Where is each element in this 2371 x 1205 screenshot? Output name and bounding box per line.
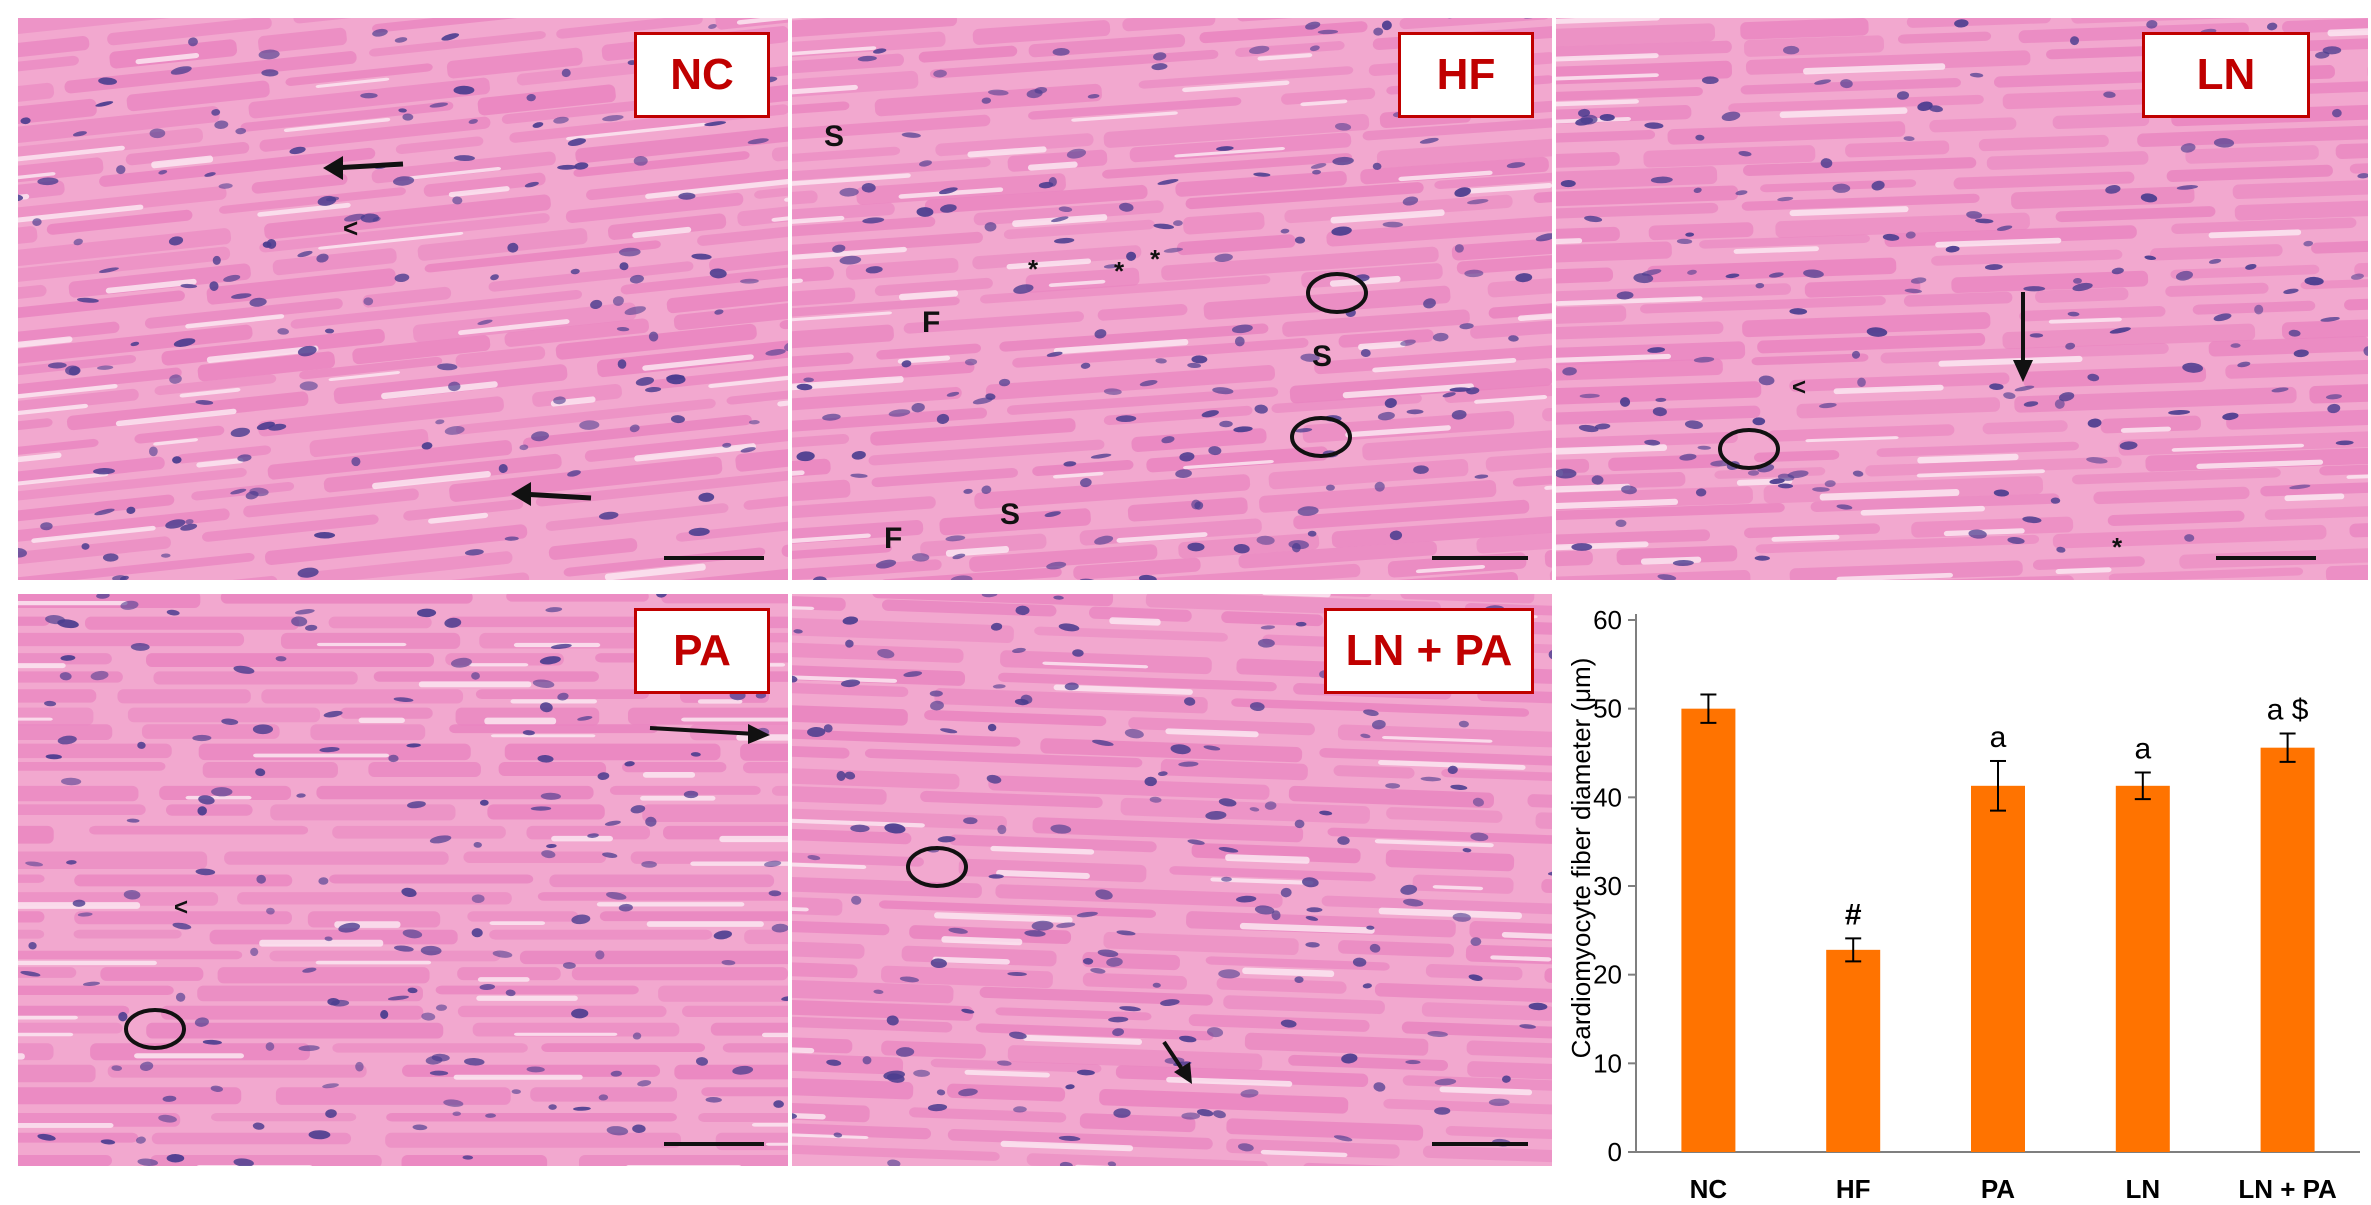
arrow-icon bbox=[511, 482, 592, 506]
bar-nc bbox=[1681, 708, 1736, 1152]
histology-panel-nc: NC < bbox=[18, 18, 788, 580]
fiber-diameter-chart: 0 10 20 30 40 50 60 NC # HF a PA a LN a $ LN + PA Card… bbox=[1566, 605, 2360, 1204]
annotation-f: F bbox=[922, 306, 941, 339]
x-tick-label: PA bbox=[1981, 1174, 2015, 1204]
panel-label-hf: HF bbox=[1398, 32, 1534, 118]
x-tick-label: LN + PA bbox=[2238, 1174, 2337, 1204]
annotation-star: * bbox=[1114, 256, 1125, 286]
annotation-star: * bbox=[1150, 244, 1161, 274]
arrow-icon bbox=[2013, 292, 2033, 382]
y-tick-label: 60 bbox=[1593, 605, 1622, 635]
scale-bar bbox=[2216, 556, 2316, 560]
error-bar bbox=[2279, 732, 2296, 763]
error-bar bbox=[2134, 771, 2151, 801]
annotation-s: S bbox=[824, 120, 845, 153]
arrowhead-marker: < bbox=[1792, 374, 1807, 401]
y-axis-title: Cardiomyocyte fiber diameter (μm) bbox=[1566, 658, 1596, 1059]
circle-marker-icon bbox=[1306, 272, 1368, 314]
arrowhead-marker: < bbox=[174, 894, 189, 921]
error-bar bbox=[1990, 759, 2006, 812]
scale-bar bbox=[1432, 556, 1528, 560]
significance-label: a $ bbox=[2267, 693, 2309, 726]
arrow-icon bbox=[649, 724, 770, 744]
annotation-f: F bbox=[884, 522, 903, 555]
circle-marker-icon bbox=[906, 846, 968, 888]
bar-pa bbox=[1971, 785, 2025, 1152]
histology-panel-lnpa: LN + PA bbox=[792, 594, 1552, 1166]
arrow-icon bbox=[1162, 1040, 1192, 1084]
annotation-s: S bbox=[1312, 340, 1333, 373]
error-bar bbox=[1700, 693, 1717, 724]
annotation-s: S bbox=[1000, 498, 1021, 531]
scale-bar bbox=[664, 1142, 764, 1146]
annotation-star: * bbox=[1028, 254, 1039, 284]
y-tick-label: 20 bbox=[1593, 960, 1622, 990]
histology-panel-ln: LN < * bbox=[1556, 18, 2368, 580]
arrowhead-marker: < bbox=[343, 213, 359, 243]
error-bar bbox=[1845, 937, 1862, 963]
x-tick-label: LN bbox=[2125, 1174, 2160, 1204]
x-tick-label: HF bbox=[1836, 1174, 1871, 1204]
arrow-icon bbox=[323, 156, 404, 180]
scale-bar bbox=[664, 556, 764, 560]
tissue-image-hf bbox=[792, 18, 1552, 580]
circle-marker-icon bbox=[124, 1008, 186, 1050]
panel-label-pa: PA bbox=[634, 608, 770, 694]
histology-panel-hf: HF S S S F F * * * bbox=[792, 18, 1552, 580]
bar-hf bbox=[1826, 949, 1881, 1152]
y-tick-label: 10 bbox=[1593, 1048, 1622, 1078]
y-tick-label: 0 bbox=[1608, 1137, 1622, 1167]
histology-panel-pa: PA < bbox=[18, 594, 788, 1166]
circle-marker-icon bbox=[1718, 428, 1780, 470]
bar-ln bbox=[2115, 785, 2170, 1152]
panel-label-lnpa: LN + PA bbox=[1324, 608, 1534, 694]
circle-marker-icon bbox=[1290, 416, 1352, 458]
x-tick-label: NC bbox=[1690, 1174, 1728, 1204]
significance-label: a bbox=[2134, 733, 2151, 766]
panel-label-nc: NC bbox=[634, 32, 770, 118]
tissue-image-pa bbox=[18, 594, 788, 1166]
y-tick-label: 30 bbox=[1593, 871, 1622, 901]
y-tick-label: 40 bbox=[1593, 782, 1622, 812]
y-tick-label: 50 bbox=[1593, 694, 1622, 724]
significance-label: a bbox=[1990, 721, 2007, 754]
significance-label: # bbox=[1845, 898, 1862, 931]
panel-label-ln: LN bbox=[2142, 32, 2310, 118]
bar-ln-pa bbox=[2260, 747, 2315, 1152]
scale-bar bbox=[1432, 1142, 1528, 1146]
annotation-star: * bbox=[2112, 532, 2123, 562]
